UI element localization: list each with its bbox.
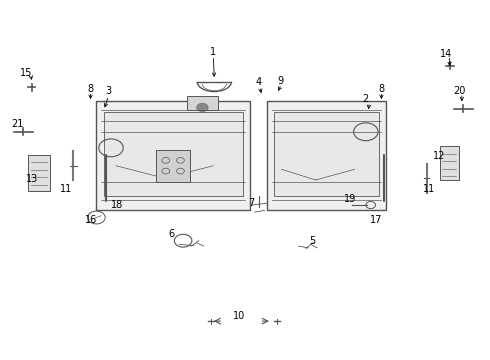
Bar: [267, 102, 386, 210]
Text: 18: 18: [111, 200, 123, 210]
Bar: [156, 150, 190, 182]
Text: 8: 8: [88, 84, 94, 94]
Text: 14: 14: [440, 49, 452, 59]
Text: 10: 10: [233, 311, 245, 321]
Text: 7: 7: [248, 198, 254, 208]
Text: 13: 13: [25, 174, 38, 184]
Text: 12: 12: [433, 151, 445, 161]
Text: 2: 2: [363, 94, 369, 104]
Bar: [274, 112, 379, 196]
Text: 6: 6: [168, 229, 174, 239]
Text: 3: 3: [105, 86, 112, 96]
Bar: [28, 155, 50, 191]
Text: 11: 11: [423, 184, 435, 194]
Text: 4: 4: [256, 77, 262, 87]
Text: 8: 8: [378, 84, 385, 94]
Bar: [104, 112, 243, 196]
Bar: [97, 102, 250, 210]
Text: 9: 9: [277, 76, 283, 86]
Bar: [440, 146, 460, 180]
Text: 1: 1: [210, 47, 217, 57]
Text: 5: 5: [309, 236, 316, 246]
Text: 17: 17: [370, 215, 383, 225]
Text: 11: 11: [60, 184, 73, 194]
Text: 16: 16: [85, 215, 98, 225]
Text: 15: 15: [20, 68, 32, 78]
Text: 20: 20: [453, 86, 465, 96]
Circle shape: [196, 103, 208, 112]
Text: 19: 19: [344, 194, 356, 203]
Text: 21: 21: [11, 118, 23, 129]
Bar: [187, 96, 218, 111]
